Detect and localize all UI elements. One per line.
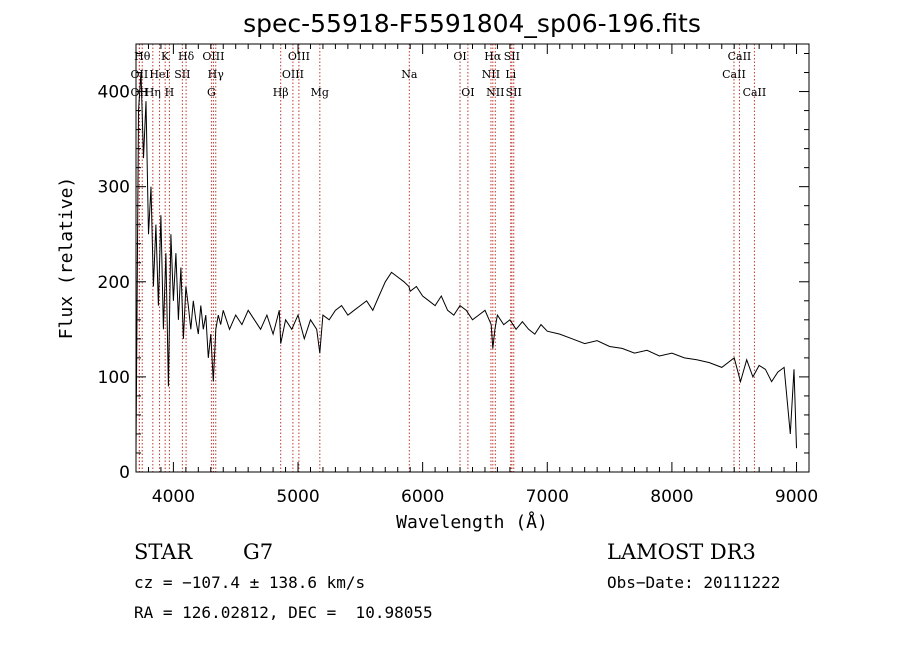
line-label-hei: HeI [149, 68, 169, 81]
line-label-h: H [165, 86, 175, 99]
line-label-caii: CaII [743, 86, 767, 99]
line-label-sii: SII [174, 68, 190, 81]
x-tick-label: 6000 [401, 487, 444, 507]
line-label-hα: Hα [484, 50, 502, 63]
chart-title: spec-55918-F5591804_sp06-196.fits [243, 9, 701, 38]
line-label-hγ: Hγ [208, 68, 225, 81]
line-label-li: Li [505, 68, 516, 81]
line-label-sii: SII [506, 86, 522, 99]
line-label-oiii: OIII [202, 50, 224, 63]
flux-series-line [135, 72, 797, 454]
object-subclass: G7 [243, 540, 274, 564]
line-label-sii: SII [504, 50, 520, 63]
line-label-hβ: Hβ [273, 86, 289, 99]
line-label-oi: OI [461, 86, 474, 99]
line-label-hη: Hη [145, 86, 161, 99]
line-label-g: G [207, 86, 216, 99]
line-label-na: Na [401, 68, 418, 81]
line-label-nii: NII [486, 86, 504, 99]
y-tick-label: 400 [98, 83, 130, 103]
y-tick-label: 100 [98, 368, 130, 388]
line-label-nii: NII [482, 68, 500, 81]
spectrum-chart: spec-55918-F5591804_sp06-196.fits OII Hθ O… [56, 9, 818, 533]
x-tick-label: 4000 [152, 487, 195, 507]
line-label-hθ: Hθ [134, 50, 151, 63]
line-label-mg: Mg [311, 86, 329, 99]
line-label-k: K [161, 50, 170, 63]
plot-frame [135, 43, 810, 473]
x-tick-label: 9000 [775, 487, 818, 507]
line-label-caii: CaII [728, 50, 752, 63]
y-tick-label: 300 [98, 178, 130, 198]
observation-date: Obs−Date: 20111222 [607, 573, 781, 592]
object-class: STAR [134, 540, 193, 564]
y-axis-label: Flux (relative) [56, 177, 77, 340]
y-tick-label: 0 [119, 463, 130, 483]
line-label-oiii: OIII [282, 68, 304, 81]
line-label-caii: CaII [722, 68, 746, 81]
x-axis-ticks: 4000 5000 6000 7000 8000 9000 [147, 44, 818, 507]
line-label-oii: OII [131, 68, 149, 81]
x-tick-label: 5000 [276, 487, 319, 507]
coordinates: RA = 126.02812, DEC = 10.98055 [134, 603, 433, 622]
emission-lines [138, 44, 755, 472]
y-tick-label: 200 [98, 273, 130, 293]
line-label-hδ: Hδ [178, 50, 195, 63]
line-label-oi: OI [453, 50, 466, 63]
x-tick-label: 7000 [526, 487, 569, 507]
redshift-velocity: cz = −107.4 ± 138.6 km/s [134, 573, 366, 592]
line-label-oiii: OIII [288, 50, 310, 63]
x-tick-label: 8000 [650, 487, 693, 507]
survey-name: LAMOST DR3 [607, 540, 756, 564]
x-axis-label: Wavelength (Å) [396, 511, 548, 533]
y-axis-ticks: 0 100 200 300 400 [98, 53, 809, 483]
